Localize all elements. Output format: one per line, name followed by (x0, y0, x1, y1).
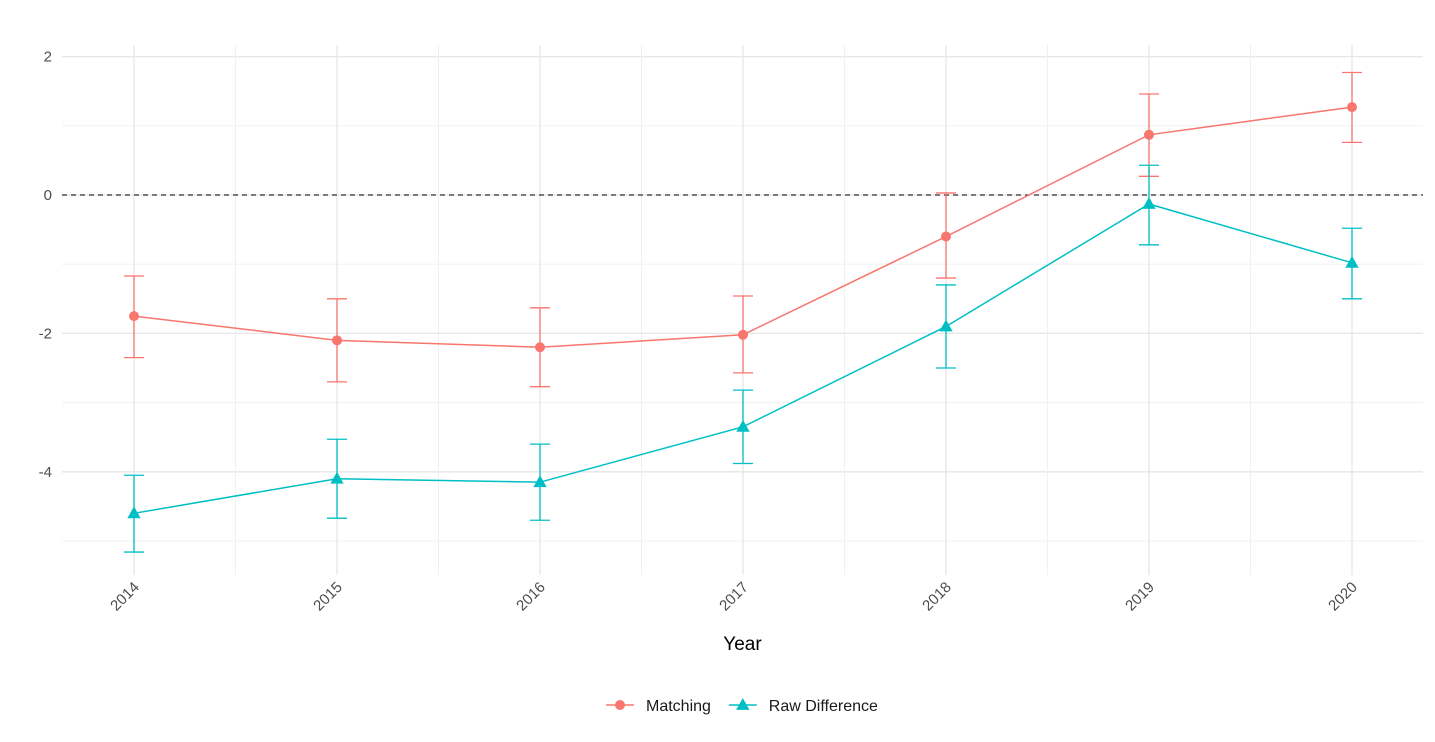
y-tick-label: -4 (39, 464, 52, 481)
data-point (127, 506, 141, 519)
x-tick-label: 2018 (919, 579, 955, 615)
x-tick-label: 2016 (513, 579, 549, 615)
data-point (736, 419, 750, 432)
x-tick-label: 2017 (716, 579, 752, 615)
series-raw-difference (124, 164, 1362, 553)
x-tick-label: 2019 (1122, 579, 1158, 615)
data-point (738, 329, 748, 340)
legend: Matching Raw Difference (606, 698, 878, 715)
data-point (939, 319, 953, 332)
legend-label: Matching (646, 698, 711, 715)
data-point (1142, 196, 1156, 209)
y-tick-label: -2 (39, 325, 52, 342)
data-point (1144, 129, 1154, 140)
x-tick-label: 2014 (107, 579, 143, 615)
data-point (330, 471, 344, 484)
data-point (533, 475, 547, 488)
legend-item: Matching (606, 698, 711, 715)
x-axis-ticks: 2014 2015 2016 2017 2018 2019 2020 (107, 579, 1361, 615)
legend-key-marker (615, 700, 625, 710)
series-matching (124, 71, 1362, 388)
data-point (1345, 255, 1359, 268)
legend-item: Raw Difference (728, 698, 878, 715)
data-point (129, 311, 139, 322)
y-axis-ticks: -4 -2 0 2 (39, 49, 52, 481)
x-tick-label: 2015 (310, 579, 346, 615)
data-point (332, 335, 342, 346)
data-point (1347, 102, 1357, 113)
legend-key-marker (736, 698, 750, 710)
x-tick-label: 2020 (1325, 579, 1361, 615)
series-layer (124, 71, 1362, 553)
y-tick-label: 2 (44, 49, 52, 66)
legend-label: Raw Difference (769, 698, 878, 715)
data-point (941, 231, 951, 242)
x-axis-title: Year (723, 634, 762, 655)
data-point (535, 342, 545, 353)
y-tick-label: 0 (44, 187, 52, 204)
